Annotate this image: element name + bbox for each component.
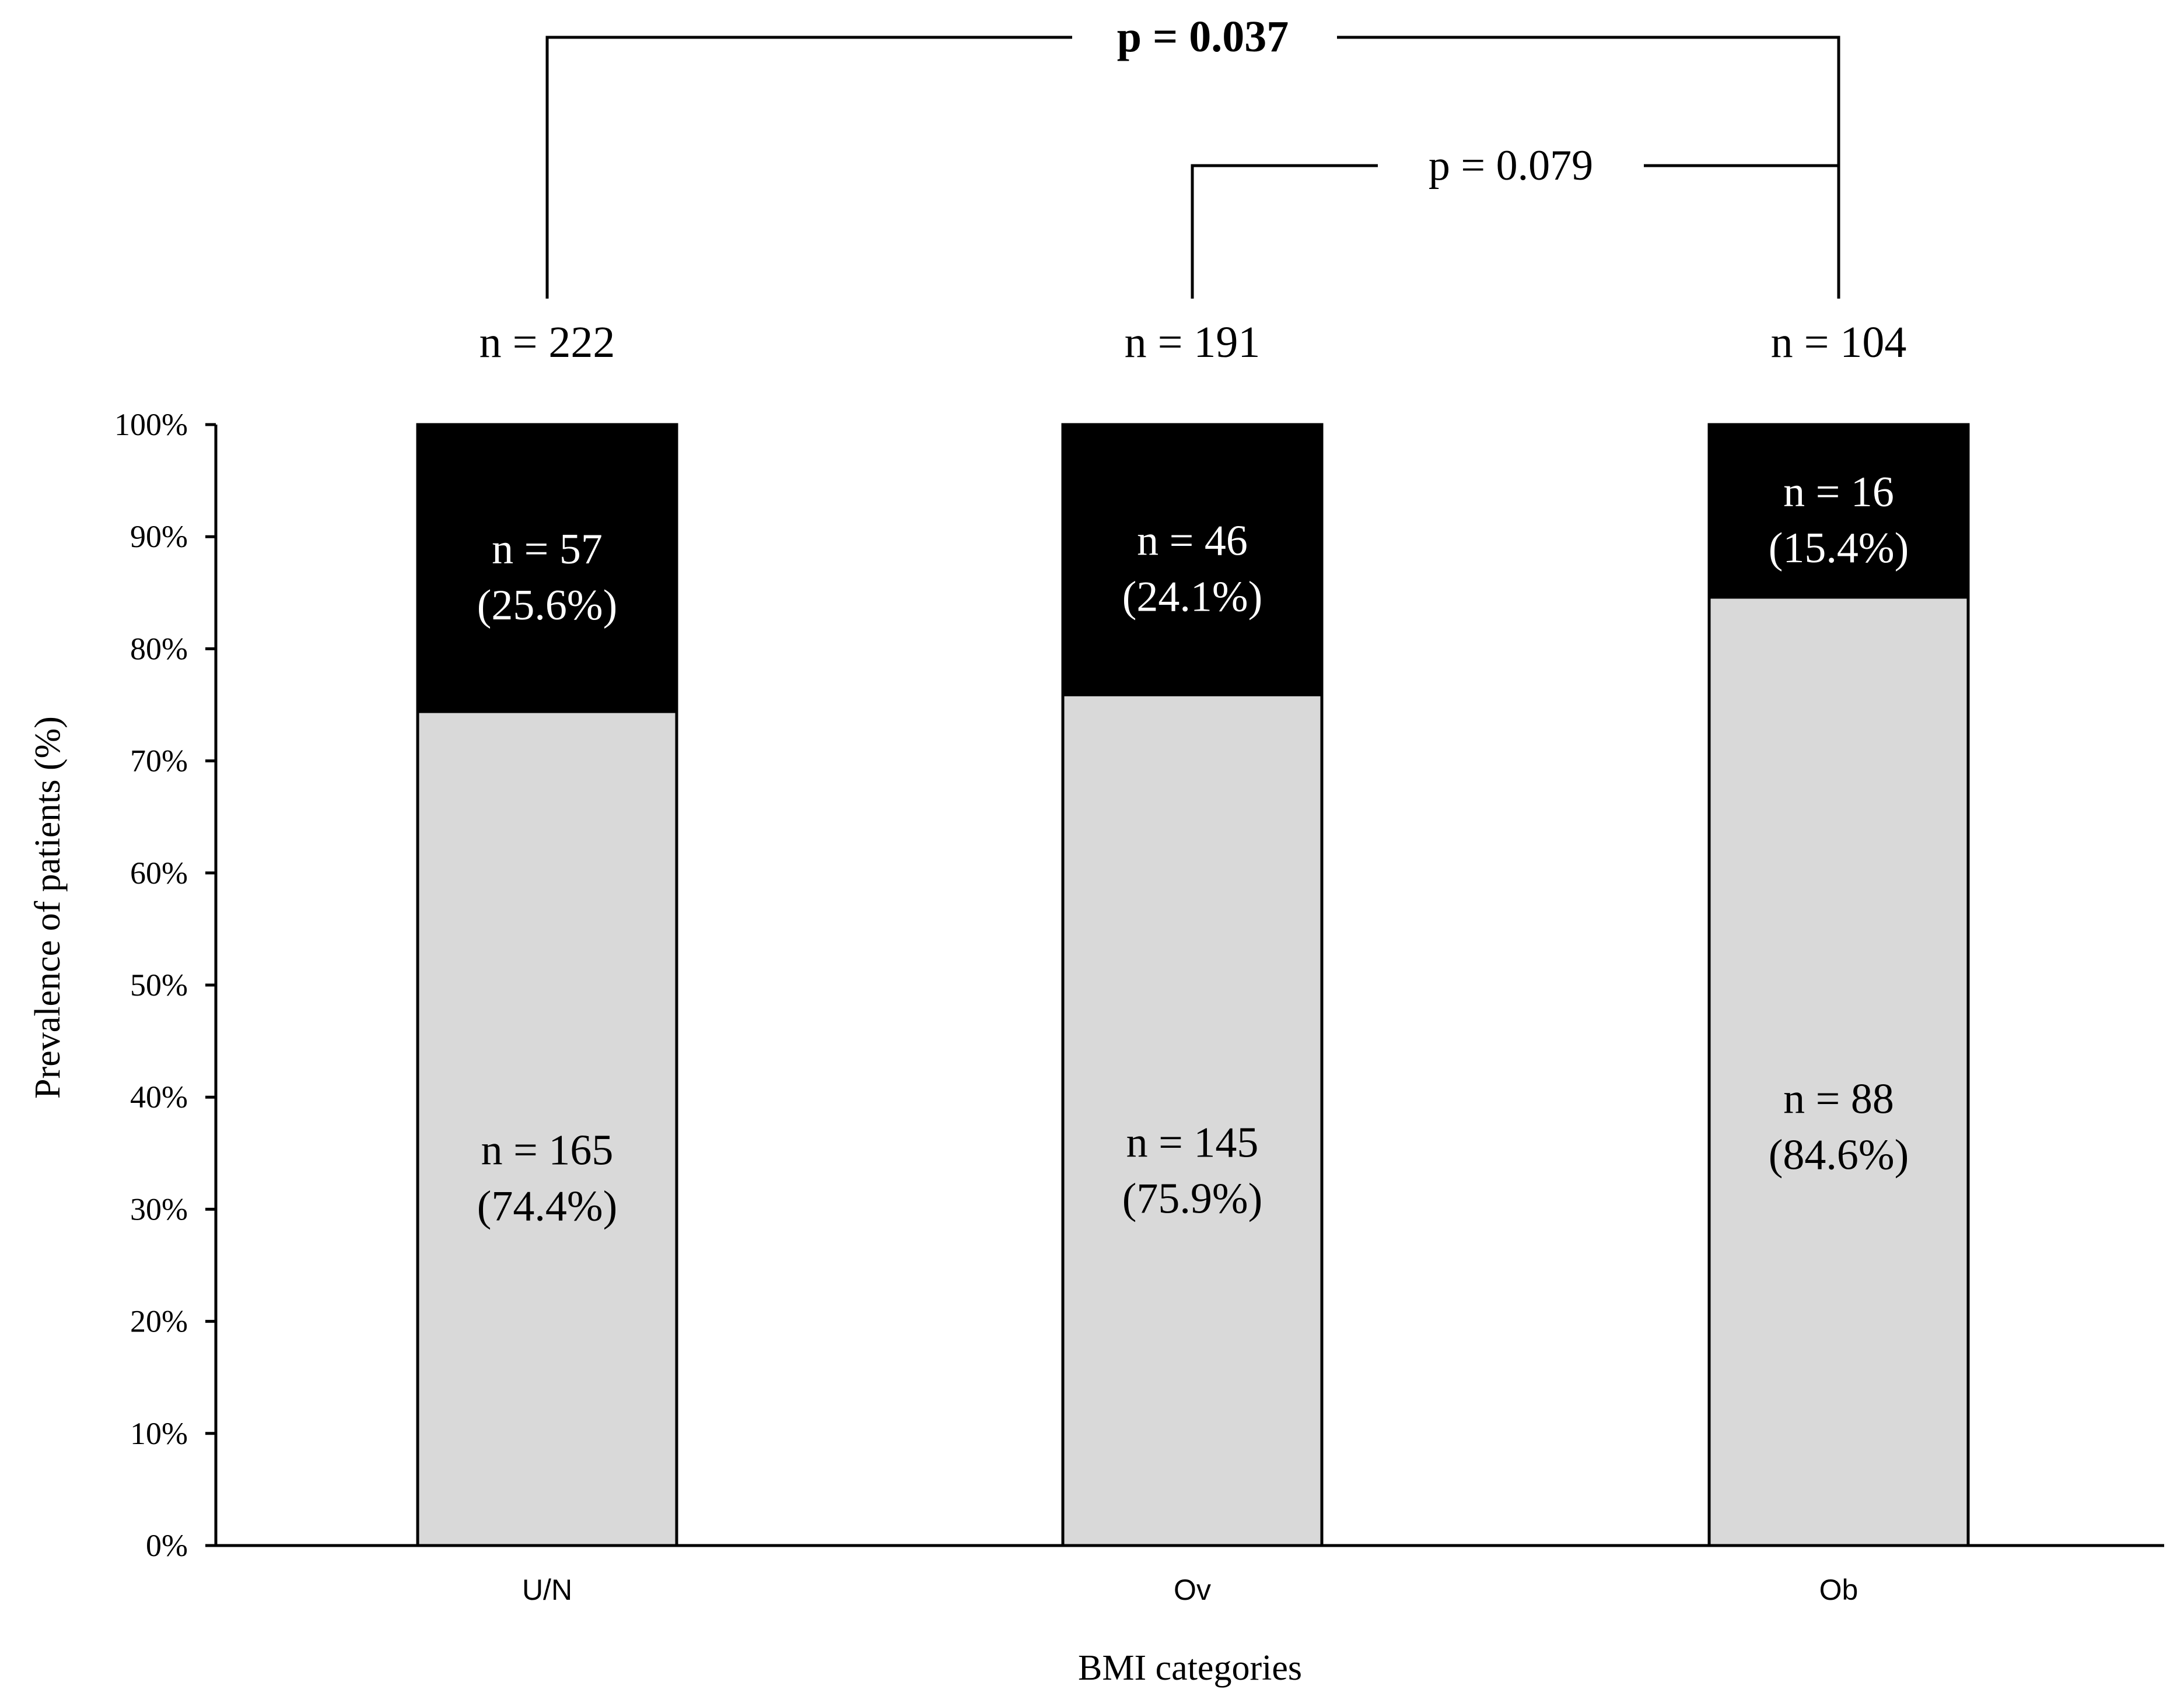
bar-label-percent-ob-lower: (84.6%) — [1769, 1131, 1909, 1179]
total-label-ob: n = 104 — [1771, 318, 1907, 367]
bar-ob-lower — [1707, 595, 1970, 1547]
y-tick-label-0: 0% — [146, 1528, 188, 1563]
bar-ov-upper — [1061, 423, 1324, 696]
y-tick-label-70: 70% — [130, 744, 188, 779]
bar-label-percent-u-n-lower: (74.4%) — [477, 1183, 617, 1231]
y-tick-label-30: 30% — [130, 1192, 188, 1227]
x-axis-title: BMI categories — [1078, 1648, 1302, 1688]
significance-bracket-ov-ob — [1191, 164, 1840, 299]
bar-u-n-lower — [416, 710, 678, 1547]
y-tick-label-20: 20% — [130, 1304, 188, 1339]
bar-u-n-upper — [416, 423, 678, 713]
bar-ob-upper — [1707, 423, 1970, 599]
x-tick-label-ov: Ov — [1174, 1574, 1211, 1606]
bar-label-count-ob-lower: n = 88 — [1783, 1075, 1894, 1123]
y-tick-label-100: 100% — [114, 407, 188, 442]
bar-label-count-ov-upper: n = 46 — [1137, 517, 1248, 565]
bar-label-percent-ov-lower: (75.9%) — [1122, 1175, 1262, 1223]
p-value-label-u-n-ob: p = 0.037 — [1117, 12, 1289, 61]
bar-label-percent-u-n-upper: (25.6%) — [477, 581, 617, 629]
y-tick-label-40: 40% — [130, 1080, 188, 1115]
x-tick-label-ob: Ob — [1819, 1574, 1859, 1606]
bar-label-percent-ov-upper: (24.1%) — [1122, 573, 1262, 621]
bar-label-percent-ob-upper: (15.4%) — [1769, 524, 1909, 572]
bar-label-count-u-n-upper: n = 57 — [492, 525, 603, 573]
x-tick-label-u-n: U/N — [522, 1574, 572, 1606]
y-axis-title: Prevalence of patients (%) — [28, 716, 68, 1099]
y-tick-label-80: 80% — [130, 631, 188, 666]
total-label-ov: n = 191 — [1125, 318, 1261, 367]
bar-label-count-u-n-lower: n = 165 — [481, 1127, 614, 1175]
y-tick-label-60: 60% — [130, 856, 188, 891]
p-value-label-ov-ob: p = 0.079 — [1429, 142, 1593, 190]
y-tick-label-10: 10% — [130, 1416, 188, 1451]
total-label-u-n: n = 222 — [480, 318, 615, 367]
bar-label-count-ob-upper: n = 16 — [1783, 468, 1894, 516]
y-tick-label-50: 50% — [130, 968, 188, 1003]
bar-label-count-ov-lower: n = 145 — [1126, 1119, 1259, 1167]
y-tick-label-90: 90% — [130, 519, 188, 554]
